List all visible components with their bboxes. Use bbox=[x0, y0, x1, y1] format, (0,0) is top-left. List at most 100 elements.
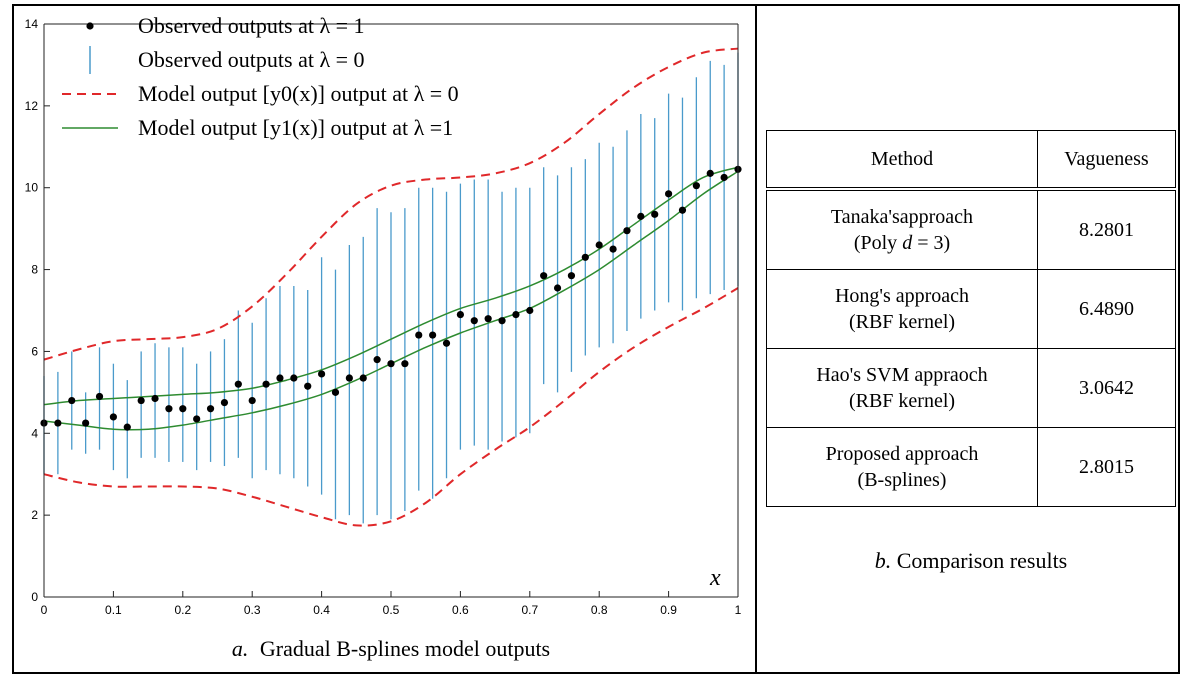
y-tick-label: 8 bbox=[31, 263, 38, 277]
y-tick-label: 2 bbox=[31, 508, 38, 522]
observed-point bbox=[609, 245, 617, 253]
observed-point bbox=[415, 331, 423, 339]
vagueness-value: 6.4890 bbox=[1037, 269, 1176, 349]
figure-frame bbox=[12, 4, 1180, 674]
observed-point bbox=[651, 210, 659, 218]
x-tick-label: 0.7 bbox=[521, 603, 538, 617]
observed-point bbox=[623, 227, 631, 235]
method-cell: Hong's approach (RBF kernel) bbox=[766, 269, 1038, 349]
x-axis-label: x bbox=[709, 565, 721, 591]
observed-point bbox=[678, 206, 687, 214]
vagueness-value: 2.8015 bbox=[1037, 427, 1176, 507]
observed-point bbox=[206, 405, 215, 413]
observed-point bbox=[193, 415, 201, 423]
x-tick-label: 0.4 bbox=[313, 603, 330, 617]
observed-point bbox=[276, 374, 284, 382]
y-tick-label: 0 bbox=[31, 590, 38, 604]
comparison-table-wrap: Method Vagueness Tanaka'sapproach (Poly … bbox=[766, 130, 1176, 507]
table-caption: b. Comparison results bbox=[766, 548, 1176, 574]
chart-caption-prefix: a. bbox=[232, 636, 249, 661]
observed-point bbox=[442, 339, 451, 347]
observed-point bbox=[359, 374, 367, 382]
observed-point bbox=[637, 212, 645, 220]
table-row: Proposed approach (B-splines) 2.8015 bbox=[766, 427, 1176, 507]
method-cell: Proposed approach (B-splines) bbox=[766, 427, 1038, 507]
table-caption-text: Comparison results bbox=[896, 548, 1068, 573]
observed-point bbox=[470, 317, 478, 325]
observed-point bbox=[179, 405, 187, 413]
comparison-table: Method Vagueness Tanaka'sapproach (Poly … bbox=[766, 130, 1176, 507]
vagueness-value: 8.2801 bbox=[1037, 188, 1176, 270]
observed-point bbox=[540, 272, 548, 280]
observed-point bbox=[151, 394, 159, 403]
observed-point bbox=[345, 374, 353, 382]
observed-point bbox=[123, 423, 131, 431]
legend-label: Observed outputs at λ = 1 bbox=[138, 13, 365, 38]
observed-point bbox=[401, 360, 409, 368]
observed-point bbox=[95, 392, 104, 401]
observed-point bbox=[498, 317, 506, 325]
table-header-row: Method Vagueness bbox=[766, 130, 1176, 191]
legend-marker-dot bbox=[86, 22, 94, 30]
chart-panel: 0 0.1 0.2 0.3 0.4 0.5 0.6 0.7 0.8 0.9 102468101214… bbox=[25, 13, 742, 661]
y-tick-label: 6 bbox=[31, 344, 38, 358]
method-detail: (RBF kernel) bbox=[848, 311, 956, 333]
observed-point bbox=[262, 380, 270, 388]
method-detail: (B-splines) bbox=[857, 469, 947, 491]
observed-point bbox=[692, 182, 700, 190]
observed-point bbox=[429, 331, 437, 339]
header-method: Method bbox=[766, 130, 1038, 191]
observed-point bbox=[137, 396, 145, 405]
method-detail: (RBF kernel) bbox=[848, 390, 956, 412]
observed-point bbox=[526, 306, 534, 315]
model-y0-upper-line bbox=[43, 47, 739, 361]
observed-point bbox=[248, 396, 256, 405]
table-caption-prefix: b. bbox=[874, 548, 892, 573]
observed-point bbox=[318, 370, 326, 378]
panel-divider bbox=[755, 4, 757, 674]
x-tick-label: 0.9 bbox=[660, 603, 677, 617]
header-vagueness: Vagueness bbox=[1037, 130, 1176, 191]
legend-label: Model output [y1(x)] output at λ =1 bbox=[138, 115, 453, 140]
observed-point bbox=[331, 388, 340, 396]
y-tick-label: 10 bbox=[25, 181, 39, 195]
observed-point bbox=[484, 315, 492, 323]
method-name: Tanaka'sapproach bbox=[830, 206, 974, 228]
observed-point bbox=[581, 253, 589, 261]
method-detail: (Poly d = 3) bbox=[853, 232, 951, 254]
method-name: Hong's approach bbox=[834, 285, 970, 307]
table-row: Hao's SVM appraoch (RBF kernel) 3.0642 bbox=[766, 348, 1176, 428]
x-tick-label: 0.3 bbox=[244, 603, 261, 617]
observed-point bbox=[512, 310, 520, 319]
legend: Observed outputs at λ = 1 Observed output… bbox=[62, 13, 459, 140]
observed-point bbox=[165, 405, 173, 413]
x-tick-label: 0.5 bbox=[383, 603, 400, 617]
legend-label: Observed outputs at λ = 0 bbox=[138, 47, 365, 72]
table-row: Tanaka'sapproach (Poly d = 3) 8.2801 bbox=[766, 188, 1176, 270]
legend-label: Model output [y0(x)] output at λ = 0 bbox=[138, 81, 459, 106]
observed-point bbox=[54, 419, 62, 427]
observed-point bbox=[665, 190, 673, 198]
observed-point bbox=[220, 398, 229, 407]
x-tick-label: 0.2 bbox=[174, 603, 191, 617]
observed-point bbox=[456, 310, 464, 319]
observed-point bbox=[373, 356, 381, 364]
observed-point bbox=[82, 419, 90, 427]
x-tick-label: 0.6 bbox=[452, 603, 469, 617]
y-tick-label: 4 bbox=[31, 426, 38, 440]
model-y0-lower-line bbox=[43, 287, 739, 527]
x-tick-label: 0 bbox=[41, 603, 48, 617]
x-tick-label: 0.8 bbox=[591, 603, 608, 617]
observed-point bbox=[553, 284, 562, 292]
method-cell: Hao's SVM appraoch (RBF kernel) bbox=[766, 348, 1038, 428]
observed-point bbox=[567, 272, 576, 280]
observed-point bbox=[595, 241, 603, 249]
observed-point bbox=[387, 360, 395, 368]
vagueness-value: 3.0642 bbox=[1037, 348, 1176, 428]
x-tick-label: 1 bbox=[735, 603, 742, 617]
y-tick-label: 12 bbox=[25, 99, 39, 113]
observed-point bbox=[706, 169, 714, 177]
y-tick-label: 14 bbox=[25, 17, 39, 31]
observed-point bbox=[290, 374, 298, 382]
